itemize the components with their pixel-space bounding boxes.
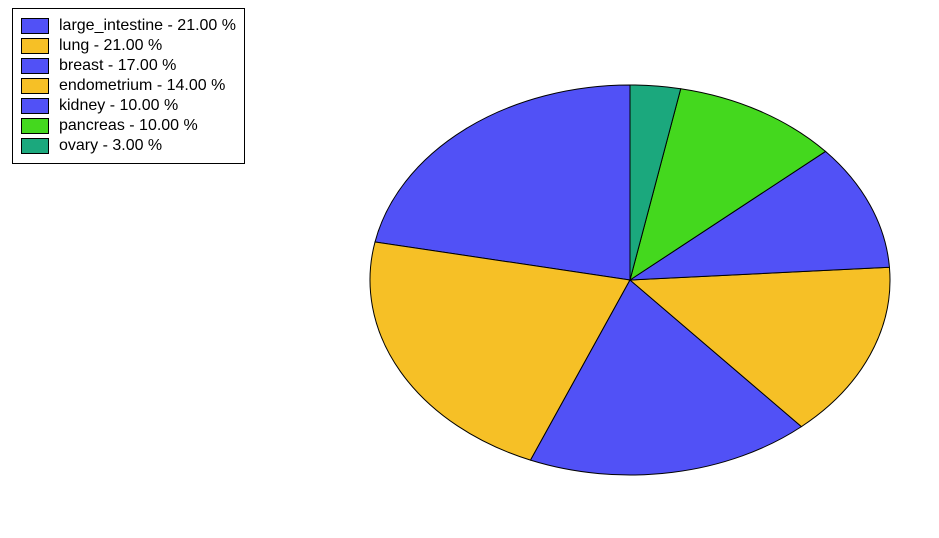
legend-swatch <box>21 78 49 94</box>
legend-label: endometrium - 14.00 % <box>59 77 225 95</box>
pie-chart <box>340 40 920 520</box>
legend-label: pancreas - 10.00 % <box>59 117 198 135</box>
legend-item: pancreas - 10.00 % <box>21 117 236 135</box>
legend-item: ovary - 3.00 % <box>21 137 236 155</box>
legend-label: lung - 21.00 % <box>59 37 162 55</box>
legend-item: endometrium - 14.00 % <box>21 77 236 95</box>
legend-item: large_intestine - 21.00 % <box>21 17 236 35</box>
pie-svg <box>340 40 920 520</box>
legend-item: kidney - 10.00 % <box>21 97 236 115</box>
legend-swatch <box>21 138 49 154</box>
legend-label: ovary - 3.00 % <box>59 137 162 155</box>
legend-label: kidney - 10.00 % <box>59 97 178 115</box>
legend-swatch <box>21 118 49 134</box>
legend-swatch <box>21 18 49 34</box>
legend-swatch <box>21 98 49 114</box>
legend-swatch <box>21 38 49 54</box>
legend-item: breast - 17.00 % <box>21 57 236 75</box>
legend-item: lung - 21.00 % <box>21 37 236 55</box>
legend-label: breast - 17.00 % <box>59 57 176 75</box>
legend-box: large_intestine - 21.00 % lung - 21.00 %… <box>12 8 245 164</box>
legend-swatch <box>21 58 49 74</box>
legend-label: large_intestine - 21.00 % <box>59 17 236 35</box>
